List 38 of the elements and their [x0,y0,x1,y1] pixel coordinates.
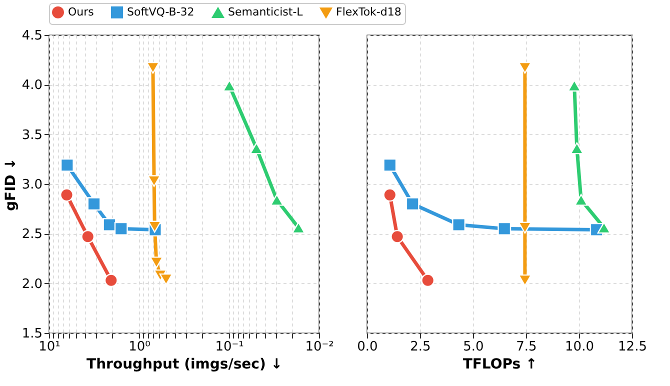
y-tick-label: 4.5 [22,28,42,44]
x-tick-label: 10¹ [38,340,60,354]
y-tick-label: 4.0 [22,78,42,94]
x-tick-label: 10⁰ [128,340,150,354]
point [518,274,532,286]
x-tick-label: 2.5 [410,340,431,354]
point [570,142,584,154]
legend-label: SoftVQ-B-32 [127,5,194,18]
point [498,222,512,236]
point [390,230,404,244]
point [518,222,532,234]
y-axis-title: gFID ↓ [2,158,19,212]
legend-label: Semanticist-L [228,6,304,19]
point [574,194,588,206]
legend-label: Ours [68,5,94,18]
x-axis-title: TFLOPs ↑ [462,356,538,372]
point [597,222,611,234]
point [383,188,397,202]
x-tick-label: 12.5 [618,340,647,354]
x-tick-label: 0.0 [357,340,378,354]
point [518,62,532,74]
y-tick-label: 3.0 [22,178,42,192]
x-axis-title: Throughput (imgs/sec) ↓ [86,356,282,372]
point [421,274,435,288]
y-tick-label: 1.5 [22,326,42,342]
y-tick-label: 3.5 [22,128,42,143]
x-tick-label: 10⁻² [305,340,334,354]
y-tick-label: 2.5 [22,227,42,242]
x-tick-label: 5.0 [463,340,484,354]
point [406,197,420,211]
x-tick-label: 7.5 [516,340,537,354]
point [383,158,397,172]
x-tick-label: 10⁻¹ [215,340,244,354]
point [568,80,582,92]
legend-label: FlexTok-d18 [336,6,402,19]
y-tick-label: 2.0 [22,276,42,292]
point [452,218,466,232]
x-tick-label: 10.0 [565,340,594,354]
